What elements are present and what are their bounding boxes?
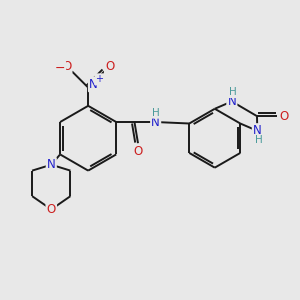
Text: H: H xyxy=(255,135,263,145)
Text: H: H xyxy=(152,108,160,118)
Text: O: O xyxy=(47,203,56,216)
Text: N: N xyxy=(47,158,56,171)
Text: N: N xyxy=(253,124,262,137)
Text: +: + xyxy=(95,74,104,84)
Text: O: O xyxy=(62,60,71,73)
Text: O: O xyxy=(105,60,114,73)
Text: O: O xyxy=(280,110,289,123)
Text: −: − xyxy=(54,62,65,75)
Text: N: N xyxy=(89,78,98,91)
Text: O: O xyxy=(134,145,142,158)
Text: N: N xyxy=(151,116,160,128)
Text: N: N xyxy=(227,95,236,108)
Text: H: H xyxy=(230,87,237,97)
